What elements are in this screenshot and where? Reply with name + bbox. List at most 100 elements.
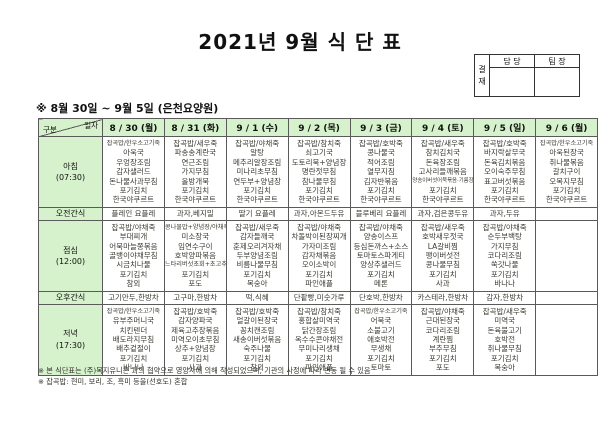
snack-cell: 고구마,한방차 [163,290,227,305]
row-label-점심: 점심 (12:00) [38,219,103,292]
menu-item: 김자반볶음 [363,176,399,186]
footnotes: ※ 본 식단표는 (주)복지유니온 과의 협약으로 영양사에 의해 작성되었으며… [38,365,371,387]
menu-item: 참외 [126,279,141,289]
meal-cell: 잡곡밥/새우죽 참치김치국 돈육장조림 고사리들깨볶음 양송이버섯어묵볶음·기름장 포기김… [411,136,475,208]
approval-label: 결 재 [474,54,490,97]
meal-cell: 잡곡밥/야채죽 부대찌개 어묵마늘쫑볶음 골뱅이야채무침 시금치나물 포기김치 참외 [102,219,165,292]
snack-cell: 카스테라,한방차 [411,290,475,305]
menu-item: 고사리들깨볶음 [418,167,467,177]
menu-item: 미소장국 [181,232,210,242]
menu-item: 비름나물무침 [236,260,278,270]
menu-item: 근대된장국 [425,316,461,326]
menu-item: 무생채 [370,344,392,354]
menu-item: 포도 [188,279,203,289]
meal-cell: 잡곡밥/호박죽 바지락살무국 돈육김치볶음 오이숙주무침 표고버섯볶음 포기김치 한국야쿠르… [473,136,537,208]
menu-item: 미역오이초무침 [171,334,220,344]
menu-item: 코다리조림 [487,251,522,261]
menu-item: 한국야쿠르트 [360,195,402,205]
menu-item: 제육고추장볶음 [171,325,220,335]
menu-item: 등심돈까스+소스 [353,241,409,251]
menu-item: 훈제오리겨자채 [233,241,282,251]
menu-item: 잡곡밥/호박죽 [235,306,280,316]
menu-item: 잡곡밥/야채죽 [111,222,156,232]
meal-cell: 잡곡밥/야채죽 순두부백탕 가지무침 코다리조림 쑥갓나물 포기김치 바나나 [473,219,537,292]
menu-item: 임연수구이 [178,241,213,251]
menu-item: 한국야쿠르트 [236,195,278,205]
meal-cell [535,303,598,376]
column-header-1: 8 / 30 (월) [102,118,165,137]
menu-item: 잡곡밥/호박죽 [482,139,527,148]
menu-item: 숙주나물 [243,344,271,354]
menu-item: 아욱국 [123,148,144,158]
approval-sign-cell-damdang [489,67,535,97]
menu-item: 잡곡밥/참치죽 [297,306,342,316]
menu-item: 잡곡밥/야채죽 [358,222,403,232]
column-header-4: 9 / 2 (목) [287,118,351,137]
meal-cell: 콩나물밥+양념장/야채죽미소장국임연수구이호박양파볶음느타리버섯초회+초고추장포… [163,219,227,292]
menu-item: 한국야쿠르트 [545,195,588,205]
menu-item: 포기김치 [367,353,395,363]
menu-item: 바나나 [123,363,144,373]
menu-item: LA갈비찜 [427,241,458,251]
menu-item: 배추겉절이 [116,344,151,354]
menu-item: 포기김치 [490,269,519,279]
menu-item: 잡곡밥/한우소고기죽 [106,140,161,147]
menu-item: 사과 [435,279,450,289]
menu-item: 유부주머니국 [112,316,155,326]
menu-item: 오이숙주무침 [483,167,526,177]
menu-item: 새송이버섯볶음 [233,334,282,344]
footnote-line-1: ※ 본 식단표는 (주)복지유니온 과의 협약으로 영양사에 의해 작성되었으며… [38,366,371,375]
menu-item: 돈육장조림 [425,157,461,167]
menu-item: 감자샐러드 [116,167,151,177]
menu-item: 양송이버섯어묵볶음·기름장 [412,177,474,184]
menu-item: 오이소박이 [301,260,337,270]
row-label-오전간식: 오전간식 [38,206,103,221]
meal-cell: 잡곡밥/야채죽 차돌박이된장찌개 가자미조림 감자채볶음 오이소박이 포기김치 파인애플 [287,219,351,292]
menu-item: 얼갈이된장국 [236,316,278,326]
menu-item: 포기김치 [181,269,210,279]
meal-cell: 잡곡밥/한우소고기죽 아욱된장국 취나물볶음 갈치구이 오복지무침 포기김치 한국야쿠르트 [535,136,598,208]
menu-item: 부추무침 [429,344,457,354]
menu-item: 꽁치캔조림 [239,325,275,335]
menu-item: 어묵국 [370,316,392,326]
menu-item: 파인애플 [305,279,333,289]
menu-item: 포기김치 [243,353,271,363]
snack-cell [535,290,598,305]
menu-item: 포기김치 [429,269,457,279]
menu-item: 한국야쿠르트 [174,195,217,205]
approval-role-damdang: 담 당 [489,54,535,68]
menu-item: 잡곡밥/야채죽 [235,139,280,148]
menu-item: 포기김치 [429,353,457,363]
column-header-5: 9 / 3 (금) [349,118,413,137]
menu-item: 느타리버섯초회+초고추장 [164,261,226,269]
menu-item: 포도 [435,363,450,373]
menu-item: 미나리초무침 [236,167,278,177]
menu-item: 치킨텐더 [119,325,148,335]
meal-cell [535,219,598,292]
meal-cell: 잡곡밥/참치죽 홍합살미역국 닭간장조림 옥수수콘야채전 무미나리생채 포기김치 파인애플 [287,303,351,376]
menu-item: 잡곡밥/호박죽 [358,139,403,148]
meal-cell: 잡곡밥/새우죽 호박새우젓국 LA갈비찜 팽이버섯전 콩나물무침 포기김치 사과 [411,219,475,292]
menu-item: 호박전 [494,334,516,344]
menu-item: 참치김치국 [425,148,461,158]
snack-cell: 블루베리 요플레 [349,206,413,221]
column-header-6: 9 / 4 (토) [411,118,475,137]
menu-item: 가지무침 [181,167,210,177]
snack-cell: 과자,아몬드두유 [287,206,351,221]
menu-item: 잡곡밥/새우죽 [482,306,527,316]
menu-item: 상추+양념장 [174,344,216,354]
menu-item: 소불고기 [367,325,395,335]
approval-role-timjang: 팀 장 [534,54,580,68]
menu-item: 무미나리생채 [298,344,340,354]
menu-table: 일자 구분 8 / 30 (월) 8 / 31 (화) 9 / 1 (수) 9 / 2 (… [38,118,598,376]
menu-item: 잡곡밥/야채죽 [297,222,342,232]
page-title: 2021년 9월 식 단 표 [198,30,402,54]
meal-cell: 잡곡밥/야채죽 양송이스프 등심돈까스+소스 토마토스파게티 양상추샐러드 포기김치 메론 [349,219,413,292]
menu-item: 연두부+양념장 [233,176,282,186]
snack-cell [535,206,598,221]
menu-item: 호박양파볶음 [174,251,217,261]
meal-cell: 잡곡밥/한우소고기죽 유부주머니국 치킨텐더 배도라지무침 배추겉절이 포기김치 바나나 [102,303,165,376]
menu-item: 참나물무침 [301,176,337,186]
menu-item: 갈치구이 [552,167,581,177]
menu-item: 명란젓무침 [301,167,337,177]
